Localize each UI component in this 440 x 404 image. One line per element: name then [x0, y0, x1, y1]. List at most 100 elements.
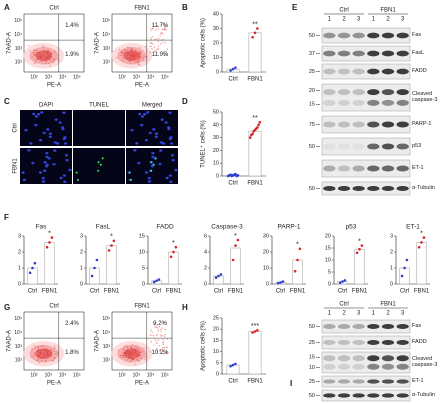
nucleus: [164, 121, 168, 124]
cell-dot: [38, 362, 40, 364]
blot-band: [396, 379, 409, 384]
cell-dot: [130, 53, 133, 55]
cell-dot: [151, 29, 153, 31]
y-tick-label: 30: [213, 135, 219, 141]
cell-dot: [47, 57, 49, 59]
cell-dot: [145, 56, 147, 58]
x-tick-label: FBN1: [42, 289, 58, 295]
data-point: [234, 66, 237, 69]
cell-dot: [155, 38, 157, 40]
cell-dot: [49, 59, 51, 61]
data-point: [217, 274, 220, 278]
data-point: [110, 244, 113, 247]
cell-dot: [28, 45, 30, 47]
cell-dot: [141, 55, 143, 57]
cell-dot: [139, 53, 142, 55]
quadrant-percent: 1.9%: [65, 52, 79, 58]
data-point: [253, 330, 257, 333]
cell-dot: [152, 36, 154, 38]
cell-dot: [156, 350, 158, 352]
cell-dot: [131, 343, 133, 345]
cell-dot: [154, 322, 157, 324]
blot-band: [337, 363, 351, 370]
bar: [248, 331, 262, 375]
cell-dot: [45, 360, 47, 362]
cell-dot: [163, 29, 165, 31]
blot-band: [323, 89, 336, 96]
blot-strip: [321, 389, 411, 402]
blot-band: [367, 355, 380, 362]
blot-band: [323, 165, 336, 172]
cell-dot: [164, 25, 167, 27]
cell-dot: [38, 56, 40, 58]
group-label: FBN1: [380, 8, 396, 14]
cell-dot: [160, 32, 162, 34]
nucleus: [168, 174, 172, 177]
cell-dot: [34, 61, 36, 63]
significance: *: [172, 240, 175, 247]
cell-dot: [125, 352, 128, 354]
panel-label: A: [4, 3, 10, 12]
blot-row-label: Cleaved caspase-3: [412, 355, 438, 368]
nucleus: [140, 123, 144, 127]
cell-dot: [50, 52, 52, 54]
flow-x-tick: 10⁴: [59, 74, 67, 80]
blot-row-label: Fas: [412, 31, 422, 38]
blot-band: [396, 50, 409, 57]
cell-dot: [134, 61, 136, 63]
y-tick-label: 15: [213, 338, 219, 344]
cell-dot: [130, 55, 132, 57]
cell-dot: [159, 350, 161, 353]
blot-band: [337, 121, 351, 128]
flow-x-tick: 10⁴: [147, 74, 155, 80]
cell-dot: [161, 335, 163, 337]
quadrant-percent: 10.2%: [151, 350, 169, 356]
nucleus: [167, 126, 171, 129]
cell-dot: [131, 57, 133, 59]
cell-dot: [152, 322, 155, 324]
lane-label: 1: [372, 17, 376, 23]
nucleus: [138, 112, 142, 116]
data-point: [256, 126, 259, 129]
micrograph: [73, 110, 125, 146]
blot-band: [381, 379, 395, 384]
cell-dot: [129, 57, 131, 59]
cell-dot: [33, 345, 36, 347]
cell-dot: [49, 64, 51, 66]
flow-y-tick: 10³: [15, 46, 23, 52]
quadrant-percent: 2.4%: [65, 321, 79, 327]
blot-band: [352, 143, 365, 150]
flow-y-tick: 10³: [103, 46, 111, 52]
flow-y-label: 7AAD-A: [95, 32, 101, 54]
cell-dot: [136, 53, 138, 55]
blot-strip: [321, 63, 411, 80]
nucleus: [168, 111, 172, 114]
blot-band: [323, 99, 336, 106]
cell-dot: [128, 350, 130, 353]
cell-dot: [140, 51, 142, 53]
data-point: [50, 236, 54, 239]
lane-label: 2: [342, 17, 346, 23]
cell-dot: [122, 352, 124, 355]
cell-dot: [137, 350, 140, 352]
cell-dot: [126, 54, 128, 56]
blot-band: [352, 89, 365, 96]
cell-dot: [123, 51, 126, 53]
cell-dot: [152, 24, 154, 26]
cell-dot: [44, 57, 47, 60]
y-tick-label: 10: [213, 55, 219, 61]
blot-band: [367, 323, 380, 330]
cell-dot: [44, 50, 46, 52]
data-point: [93, 266, 96, 270]
cell-dot: [149, 27, 151, 29]
x-tick-label: Ctrl: [228, 181, 237, 187]
data-point: [155, 279, 158, 283]
cell-dot: [34, 54, 36, 56]
y-tick-label: 0: [18, 281, 21, 287]
cell-dot: [156, 324, 158, 326]
cell-dot: [42, 345, 44, 347]
cell-dot: [39, 353, 42, 355]
data-point: [420, 241, 423, 244]
mw-marker: 50: [309, 324, 315, 330]
cell-dot: [131, 355, 133, 357]
